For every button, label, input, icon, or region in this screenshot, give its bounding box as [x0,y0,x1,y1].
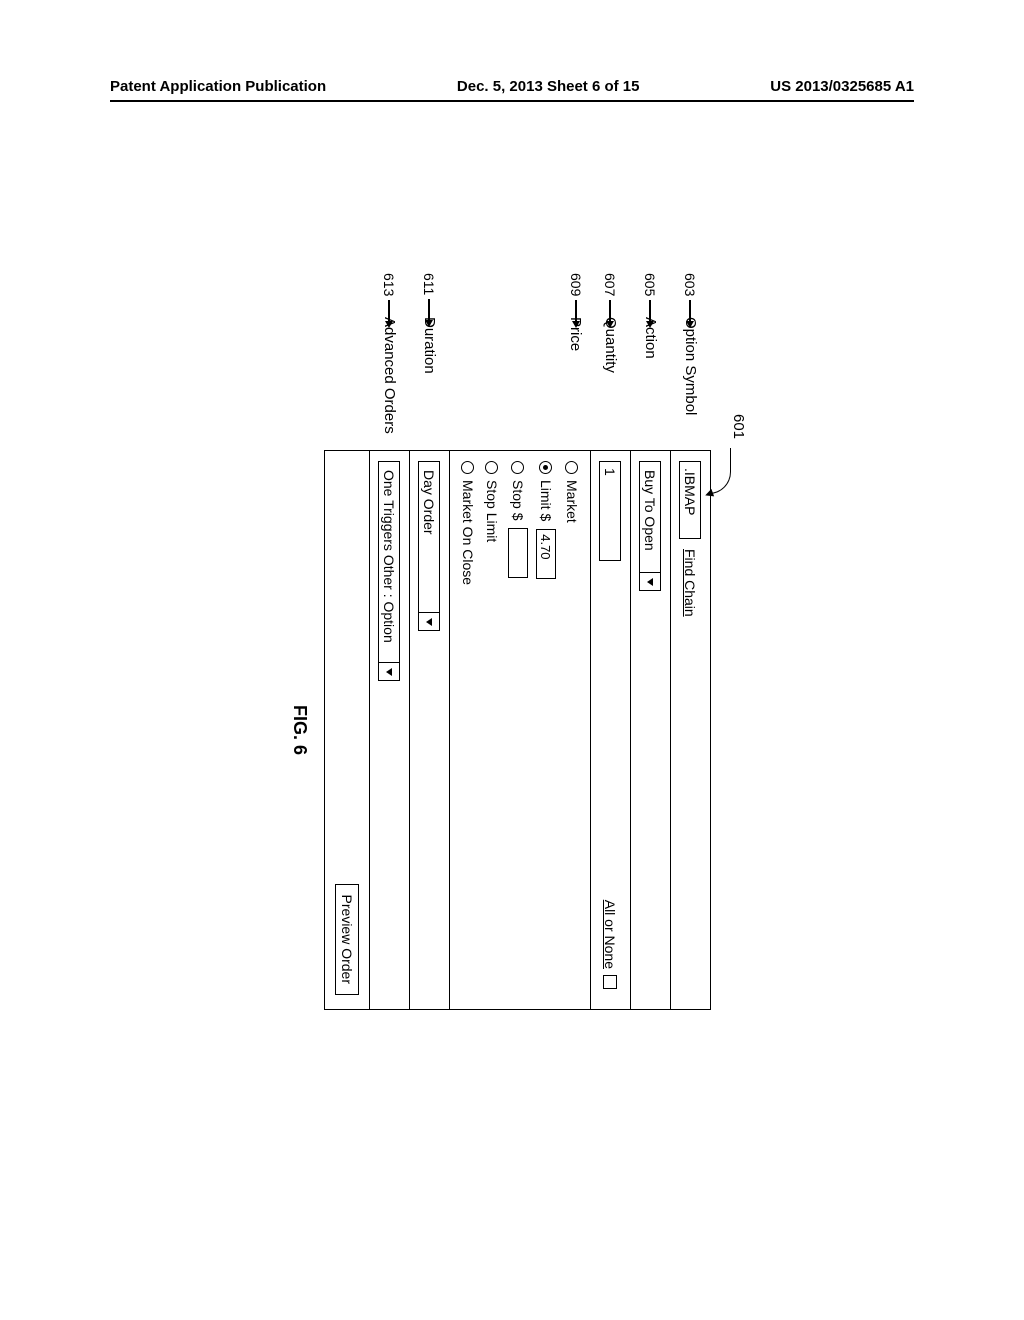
option-symbol-label: Option Symbol [682,311,699,441]
duration-row: 611 Duration Day Order [409,451,449,1009]
radio-icon [566,461,579,474]
price-market-radio[interactable]: Market [564,461,580,523]
price-market-label: Market [564,480,580,523]
price-row: 609 Price Market Limit $ [449,451,590,1009]
header-right: US 2013/0325685 A1 [770,78,914,95]
price-label: Price [567,311,584,441]
footer-row: Preview Order [325,451,369,1009]
duration-label: Duration [421,311,438,441]
all-or-none-label: All or None [603,900,619,969]
action-label: Action [642,311,659,441]
price-stop-limit-label: Stop Limit [484,480,500,542]
duration-select-value: Day Order [420,462,440,612]
price-moc-label: Market On Close [460,480,476,585]
radio-icon [486,461,499,474]
option-symbol-row: 603 Option Symbol .IBMAP Find Chain [670,451,710,1009]
price-limit-label: Limit $ [538,480,554,521]
panel-leader-arc [709,448,731,494]
find-chain-link[interactable]: Find Chain [683,549,699,617]
quantity-label: Quantity [602,311,619,441]
panel-reference-number: 601 [730,414,747,439]
price-stop-radio[interactable]: Stop $ [510,461,526,520]
option-symbol-input[interactable]: .IBMAP [680,461,702,539]
page-header: Patent Application Publication Dec. 5, 2… [0,78,1024,95]
figure-caption: FIG. 6 [289,450,310,1010]
advanced-orders-select-value: One Triggers Other : Option [380,462,400,662]
radio-icon [512,461,525,474]
chevron-down-icon [420,612,440,630]
action-row: 605 Action Buy To Open [630,451,670,1009]
price-stop-limit-radio[interactable]: Stop Limit [484,461,500,542]
price-moc-radio[interactable]: Market On Close [460,461,476,585]
quantity-input[interactable]: 1 [600,461,622,561]
action-select[interactable]: Buy To Open [640,461,662,591]
quantity-row: 607 Quantity 1 All or None [590,451,630,1009]
figure-container: 601 603 Option Symbol .IBMAP Find Chain … [140,300,860,1020]
duration-select[interactable]: Day Order [419,461,441,631]
price-limit-input[interactable]: 4.70 [536,529,556,579]
price-stop-label: Stop $ [510,480,526,520]
header-divider [110,100,914,102]
header-center: Dec. 5, 2013 Sheet 6 of 15 [457,78,640,95]
preview-order-button[interactable]: Preview Order [335,884,359,995]
price-limit-radio[interactable]: Limit $ [538,461,554,521]
all-or-none-checkbox[interactable]: All or None [603,900,619,989]
order-form-panel: 603 Option Symbol .IBMAP Find Chain 605 … [324,450,711,1010]
advanced-orders-label: Advanced Orders [381,311,398,441]
radio-icon-selected [540,461,553,474]
price-stop-input[interactable] [508,528,528,578]
chevron-down-icon [380,662,400,680]
advanced-orders-select[interactable]: One Triggers Other : Option [379,461,401,681]
chevron-down-icon [641,572,661,590]
checkbox-icon [604,975,618,989]
header-left: Patent Application Publication [110,78,326,95]
radio-icon [462,461,475,474]
advanced-orders-row: 613 Advanced Orders One Triggers Other :… [369,451,409,1009]
action-select-value: Buy To Open [641,462,661,572]
